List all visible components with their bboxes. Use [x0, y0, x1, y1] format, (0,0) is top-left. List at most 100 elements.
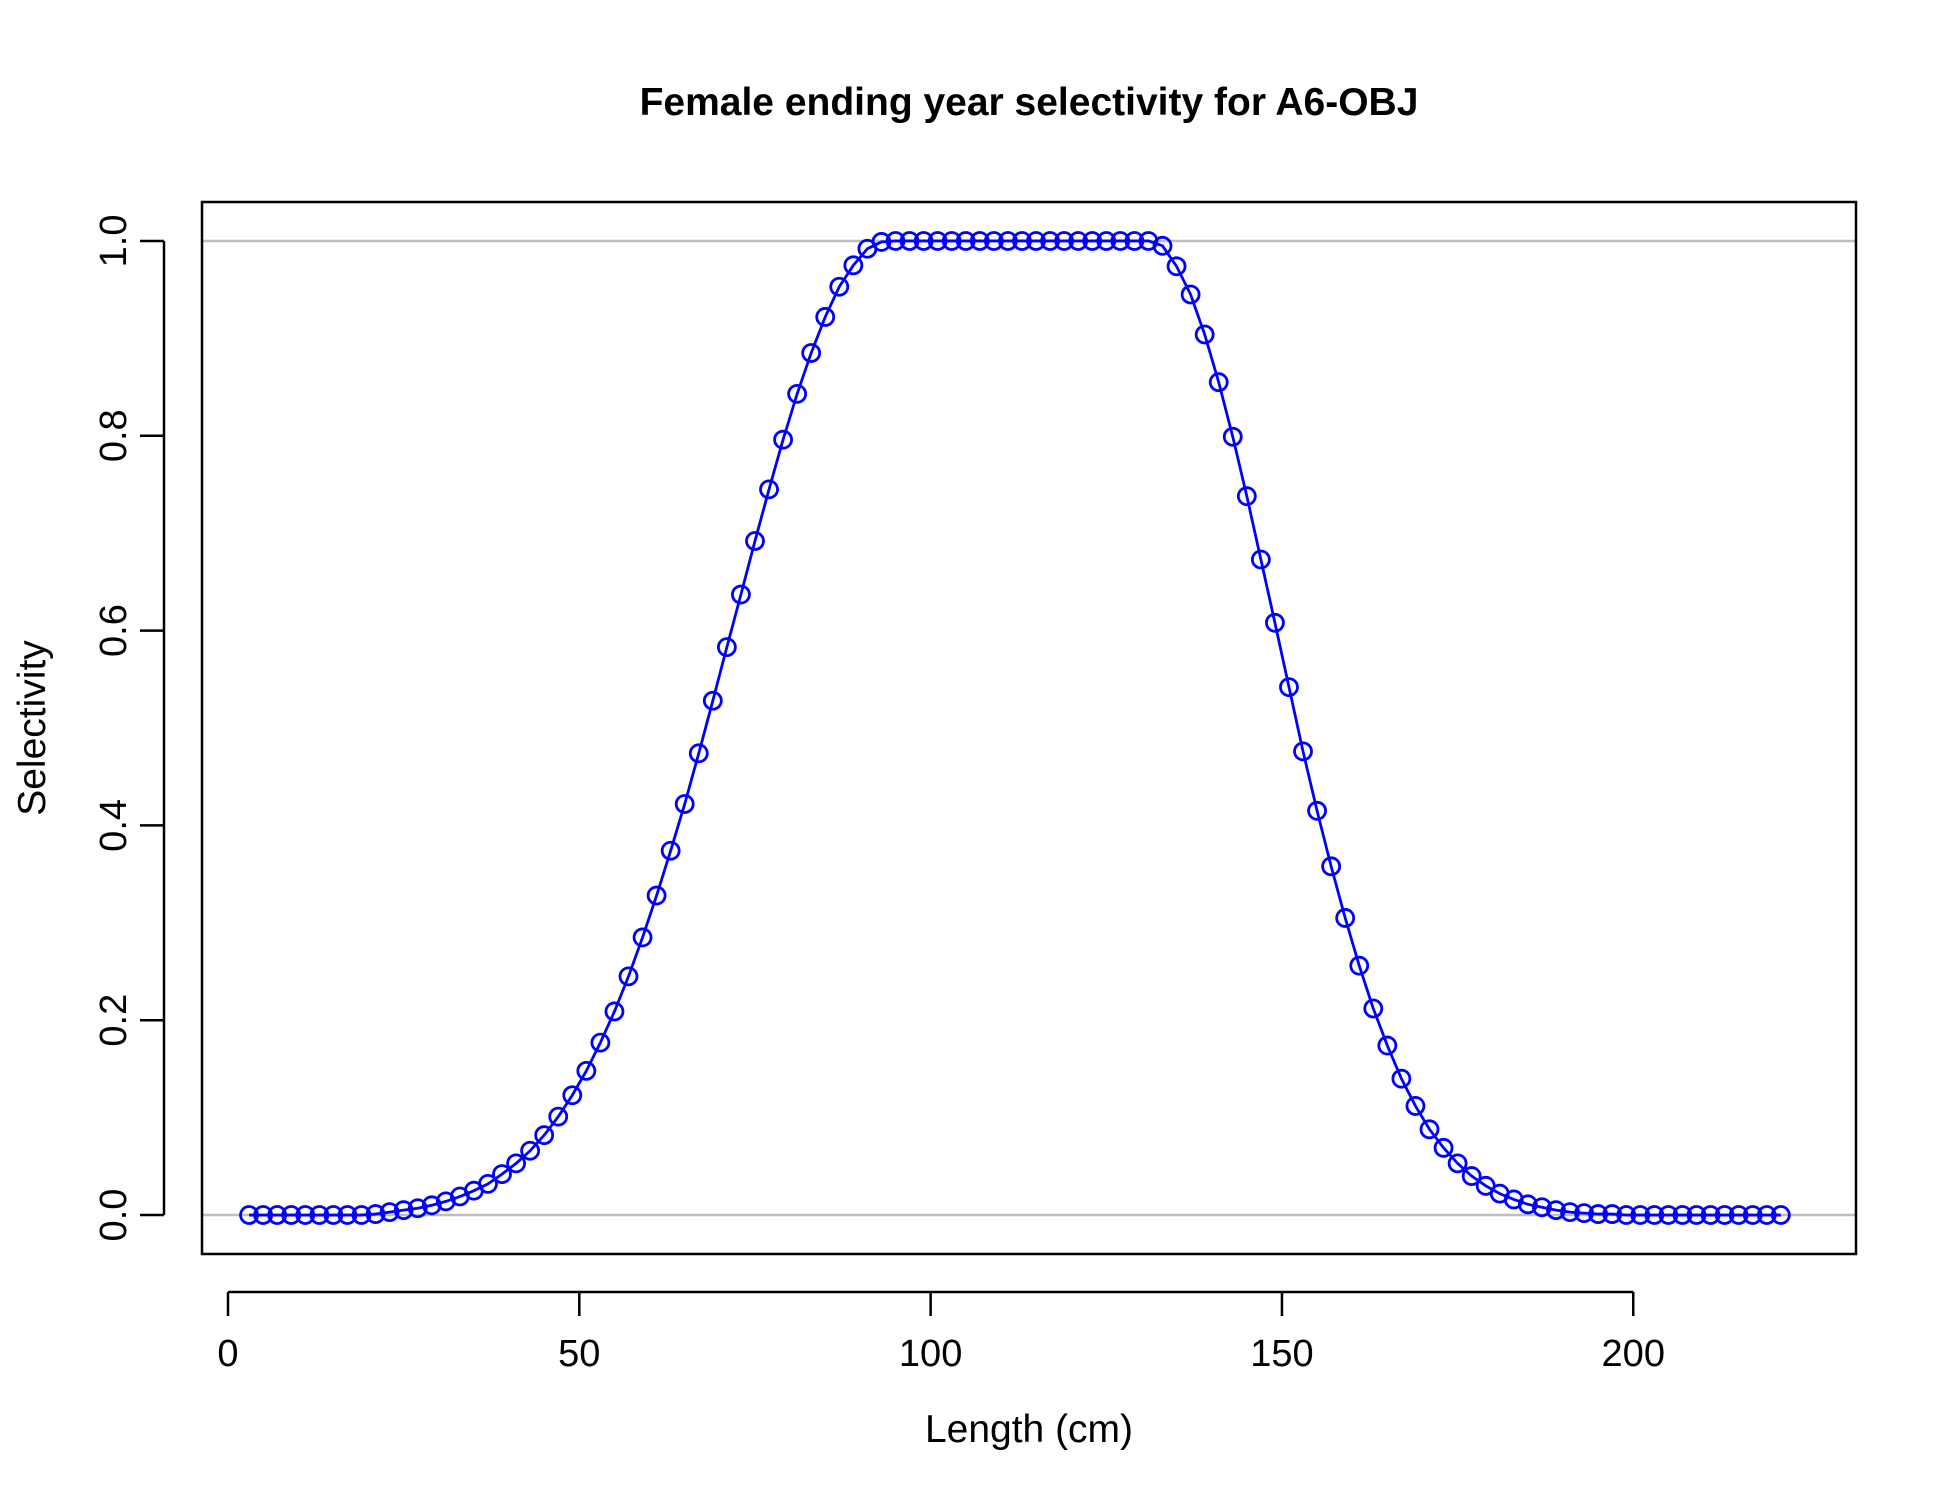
data-point — [927, 231, 948, 251]
data-point — [1293, 741, 1313, 762]
data-point — [1265, 612, 1285, 633]
data-point — [1391, 1068, 1412, 1089]
data-point — [492, 1164, 512, 1185]
data-point — [323, 1205, 344, 1225]
data-point — [1602, 1204, 1623, 1224]
data-point — [1068, 231, 1089, 251]
y-tick-label: 0.8 — [93, 409, 135, 462]
data-point — [1096, 231, 1117, 251]
data-point — [562, 1085, 583, 1106]
data-point — [913, 231, 934, 251]
data-point — [1560, 1202, 1580, 1223]
data-point — [295, 1205, 316, 1225]
data-point — [1742, 1205, 1763, 1225]
data-point — [1054, 231, 1075, 251]
data-point — [1419, 1119, 1440, 1140]
data-point — [731, 584, 751, 605]
y-tick-label: 0.6 — [93, 604, 135, 657]
data-point — [787, 383, 808, 404]
data-point — [1349, 955, 1370, 976]
x-tick-label: 150 — [1250, 1333, 1313, 1375]
y-axis-label: Selectivity — [11, 640, 54, 816]
data-point — [506, 1153, 526, 1174]
data-point — [1363, 998, 1384, 1019]
data-point — [239, 1205, 259, 1225]
data-point — [1279, 677, 1299, 697]
data-point — [379, 1202, 400, 1223]
data-point — [1714, 1205, 1735, 1225]
data-point — [590, 1032, 611, 1053]
data-point — [351, 1205, 372, 1225]
data-point — [632, 927, 653, 948]
data-point — [955, 231, 976, 251]
data-point — [969, 231, 990, 251]
series-layer — [239, 231, 1791, 1225]
data-point — [1321, 856, 1342, 877]
data-point — [1728, 1205, 1749, 1225]
data-point — [829, 276, 850, 297]
data-point — [843, 255, 864, 276]
data-point — [674, 794, 695, 814]
y-tick-label: 1.0 — [93, 215, 135, 268]
data-point — [885, 231, 906, 251]
data-point — [1461, 1166, 1482, 1186]
data-point — [618, 966, 639, 987]
data-point — [1166, 256, 1187, 277]
data-point — [1026, 231, 1046, 251]
data-point — [309, 1205, 330, 1225]
data-point — [716, 637, 737, 658]
data-point — [1208, 372, 1229, 393]
data-point — [365, 1204, 386, 1224]
data-point — [1672, 1205, 1693, 1225]
data-point — [548, 1106, 569, 1127]
data-point — [407, 1198, 428, 1219]
data-point — [815, 307, 836, 327]
data-point — [1700, 1205, 1721, 1225]
data-point — [1433, 1137, 1454, 1158]
data-point — [1377, 1035, 1398, 1056]
data-point — [899, 231, 920, 251]
data-point — [1686, 1205, 1707, 1225]
x-axis-label: Length (cm) — [925, 1408, 1133, 1451]
data-point — [998, 231, 1018, 251]
data-point — [1588, 1204, 1609, 1224]
data-point — [646, 885, 667, 906]
data-point — [1405, 1096, 1426, 1116]
data-point — [1658, 1205, 1679, 1225]
data-point — [1307, 800, 1327, 821]
data-point — [1124, 231, 1145, 251]
data-point — [1194, 324, 1215, 345]
data-point — [702, 690, 723, 711]
data-point — [1236, 486, 1257, 507]
data-point — [1152, 235, 1173, 256]
data-point — [421, 1195, 442, 1216]
x-tick-label: 0 — [217, 1333, 238, 1375]
y-tick-label: 0.4 — [93, 799, 135, 852]
x-tick-label: 200 — [1602, 1333, 1665, 1375]
data-point — [1574, 1203, 1594, 1223]
y-tick-label: 0.0 — [93, 1189, 135, 1242]
data-point — [1644, 1205, 1665, 1225]
data-point — [1546, 1200, 1566, 1221]
plot-frame — [200, 200, 1858, 1256]
data-point — [801, 343, 822, 363]
data-point — [941, 231, 962, 251]
data-point — [1447, 1153, 1468, 1174]
data-point — [1110, 231, 1131, 251]
data-point — [1082, 231, 1103, 251]
data-point — [1616, 1205, 1637, 1225]
data-point — [1630, 1205, 1651, 1225]
data-point — [745, 531, 765, 551]
data-point — [1335, 908, 1356, 928]
data-point — [1222, 426, 1243, 447]
data-point — [1517, 1194, 1538, 1215]
data-point — [1012, 231, 1032, 251]
x-tick-label: 50 — [558, 1333, 600, 1375]
data-point — [1770, 1205, 1791, 1225]
x-axis: 0 50 100 150 200 — [217, 1290, 1665, 1375]
data-point — [1756, 1205, 1777, 1225]
data-point — [871, 232, 892, 252]
data-point — [773, 429, 793, 450]
